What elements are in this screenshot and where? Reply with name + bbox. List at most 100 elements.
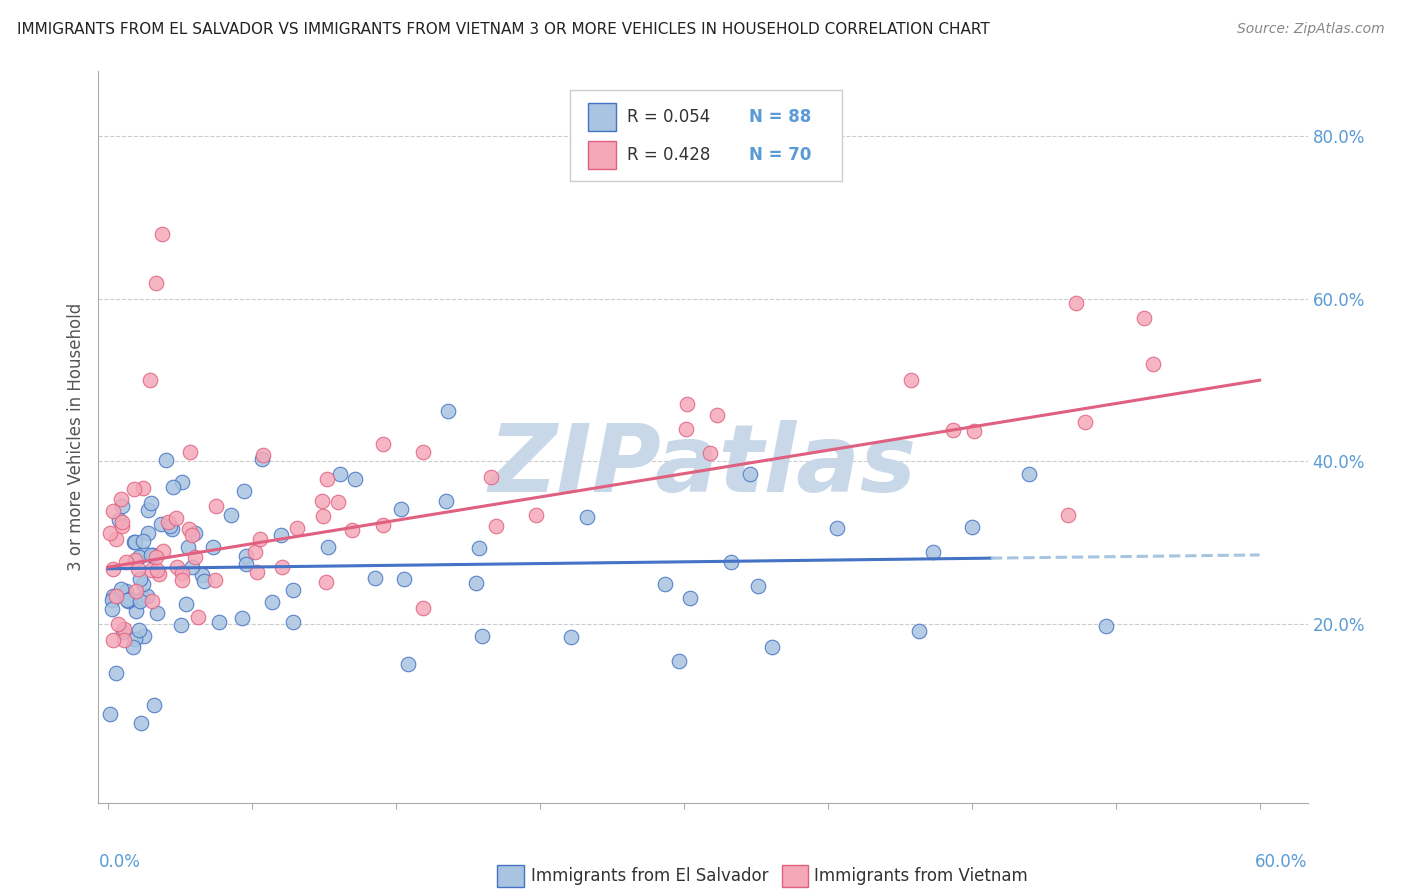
Point [960, 520, 983, 534]
Text: Immigrants from Vietnam: Immigrants from Vietnam [814, 867, 1028, 885]
Point [122, 482, 145, 496]
Point [179, 522, 201, 536]
Point [124, 632, 146, 646]
Bar [588, 103, 616, 131]
Point [170, 475, 193, 489]
Point [219, 508, 242, 523]
Point [112, 633, 135, 648]
Point [271, 559, 294, 574]
Point [246, 566, 269, 580]
Point [363, 571, 385, 585]
Point [101, 593, 124, 607]
Point [129, 715, 152, 730]
Point [145, 276, 167, 290]
Point [963, 424, 986, 438]
Point [128, 594, 150, 608]
Point [560, 631, 582, 645]
Point [132, 577, 155, 591]
Point [124, 553, 146, 567]
Point [117, 593, 139, 607]
Text: ZIPatlas: ZIPatlas [489, 420, 917, 512]
Text: R = 0.428: R = 0.428 [627, 146, 710, 164]
Point [243, 545, 266, 559]
FancyBboxPatch shape [569, 90, 842, 181]
Point [111, 516, 134, 530]
Text: IMMIGRANTS FROM EL SALVADOR VS IMMIGRANTS FROM VIETNAM 3 OR MORE VEHICLES IN HOU: IMMIGRANTS FROM EL SALVADOR VS IMMIGRANT… [17, 22, 990, 37]
Point [101, 601, 124, 615]
Point [104, 589, 127, 603]
Text: N = 88: N = 88 [749, 108, 811, 127]
Point [1056, 508, 1078, 523]
Point [98, 706, 121, 721]
Point [128, 623, 150, 637]
Point [201, 540, 224, 554]
Point [136, 526, 159, 541]
Point [706, 408, 728, 422]
Point [115, 592, 138, 607]
Point [110, 492, 132, 507]
Point [118, 591, 141, 606]
Point [134, 547, 156, 561]
Point [134, 629, 156, 643]
Point [110, 518, 132, 533]
Point [235, 558, 257, 572]
Point [676, 396, 699, 410]
Bar [498, 865, 524, 887]
Point [343, 473, 366, 487]
Point [132, 534, 155, 549]
Point [166, 560, 188, 574]
Point [127, 562, 149, 576]
Point [162, 480, 184, 494]
Bar [588, 141, 616, 169]
Point [183, 549, 205, 564]
Point [124, 604, 146, 618]
Bar [782, 865, 808, 887]
Point [148, 567, 170, 582]
Point [131, 591, 153, 606]
Point [141, 594, 163, 608]
Point [231, 611, 253, 625]
Text: Immigrants from El Salvador: Immigrants from El Salvador [531, 867, 769, 885]
Point [125, 584, 148, 599]
Point [576, 510, 599, 524]
Point [315, 575, 337, 590]
Point [160, 522, 183, 536]
Point [235, 549, 257, 564]
Point [1095, 619, 1118, 633]
Point [187, 609, 209, 624]
Point [468, 541, 491, 555]
Text: 60.0%: 60.0% [1256, 853, 1308, 871]
Point [1133, 311, 1156, 326]
Point [922, 544, 945, 558]
Point [479, 469, 502, 483]
Point [128, 549, 150, 564]
Point [412, 444, 434, 458]
Point [1074, 415, 1097, 429]
Point [177, 540, 200, 554]
Point [191, 568, 214, 582]
Point [204, 573, 226, 587]
Point [104, 532, 127, 546]
Point [249, 533, 271, 547]
Text: Source: ZipAtlas.com: Source: ZipAtlas.com [1237, 22, 1385, 37]
Point [312, 509, 335, 524]
Point [1142, 358, 1164, 372]
Point [326, 495, 349, 509]
Point [146, 607, 169, 621]
Point [181, 559, 204, 574]
Point [131, 481, 153, 495]
Point [270, 528, 292, 542]
Point [471, 629, 494, 643]
Point [105, 665, 128, 680]
Point [110, 582, 132, 597]
Point [138, 373, 160, 387]
Point [281, 615, 304, 629]
Point [145, 563, 167, 577]
Point [101, 562, 124, 576]
Point [145, 549, 167, 564]
Point [155, 453, 177, 467]
Point [699, 446, 721, 460]
Point [250, 451, 273, 466]
Point [193, 574, 215, 588]
Point [252, 448, 274, 462]
